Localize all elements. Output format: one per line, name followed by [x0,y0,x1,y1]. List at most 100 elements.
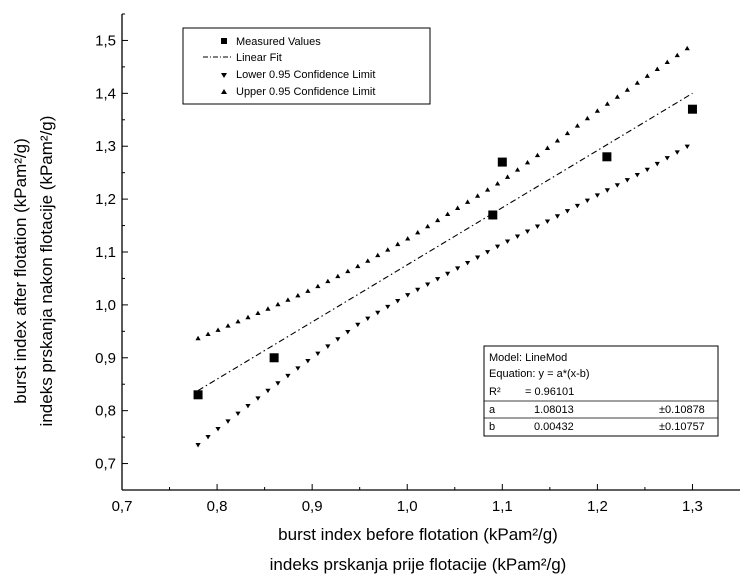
lower-confidence-marker [494,244,501,250]
upper-confidence-marker [295,292,301,298]
lower-confidence-marker [614,183,620,188]
stats-param-b-value: 0.00432 [534,421,574,433]
lower-confidence-marker [474,255,481,260]
stats-param-b-name: b [489,421,495,433]
x-axis-title-english: burst index before flotation (kPam²/g) [278,525,558,544]
upper-confidence-marker [425,223,431,229]
upper-confidence-marker [205,331,211,337]
lower-confidence-marker [544,219,551,224]
lower-confidence-marker [534,224,541,229]
x-tick-label-3: 1,0 [397,498,418,515]
measured-point-5 [687,104,697,114]
upper-confidence-marker [465,199,471,204]
upper-confidence-marker [445,211,451,217]
legend-swatch-measured [221,38,227,44]
y-tick-label-0: 0,7 [95,456,116,473]
stats-param-a-name: a [489,404,496,416]
upper-confidence-marker [554,138,561,143]
upper-confidence-marker [395,241,401,247]
lower-confidence-marker [664,156,670,161]
lower-confidence-marker [235,411,241,417]
upper-confidence-marker [594,108,600,113]
legend-swatch-lower-confidence [221,73,227,78]
stats-r2-label: R² [489,386,501,398]
upper-confidence-marker [614,94,620,99]
lower-confidence-marker [514,234,521,239]
stats-box-frame [483,345,719,437]
stats-param-b-error: ±0.10757 [659,421,705,433]
lower-confidence-marker [315,351,321,357]
stats-model: Model: LineMod [489,352,567,364]
lower-confidence-marker [305,358,311,364]
upper-confidence-marker [674,52,680,58]
stats-param-a-error: ±0.10878 [659,404,705,416]
upper-confidence-marker [285,297,291,302]
lower-confidence-marker [674,150,680,155]
upper-confidence-marker [275,301,281,307]
stats-box: Model: LineMod Equation: y = a*(x-b) R² … [483,345,719,437]
upper-confidence-marker [564,130,571,136]
y-axis-title-croatian: indeks prskanja nakon flotacije (kPam²/g… [37,116,56,427]
lower-confidence-marker [355,322,361,328]
y-tick-label-2: 0,9 [95,350,116,367]
stats-param-a-value: 1.08013 [534,404,574,416]
measured-point-0 [193,390,203,400]
y-tick-label-5: 1,2 [95,191,116,208]
lower-confidence-marker [484,250,491,255]
legend-swatch-upper-confidence [221,89,227,94]
lower-confidence-marker [415,287,421,293]
upper-confidence-marker [654,66,660,71]
upper-confidence-marker [684,45,690,51]
lower-confidence-marker [435,277,441,282]
upper-confidence-marker [514,167,521,172]
upper-confidence-marker [225,323,231,328]
legend: Measured Values Linear Fit Lower 0.95 Co… [182,27,431,105]
lower-confidence-marker [255,396,261,401]
upper-confidence-marker [504,174,511,179]
upper-confidence-marker [215,327,221,332]
x-tick-label-6: 1,3 [682,498,703,515]
x-tick-label-1: 0,8 [207,498,228,515]
upper-confidence-marker [644,73,650,78]
measured-point-4 [602,152,612,162]
upper-confidence-marker [494,181,501,186]
lower-confidence-marker [335,337,341,342]
legend-label-upper-confidence: Upper 0.95 Confidence Limit [236,86,375,98]
lower-confidence-marker [584,198,591,204]
lower-confidence-marker [225,419,231,424]
x-tick-label-4: 1,1 [492,498,513,515]
upper-confidence-marker [524,159,531,165]
lower-confidence-marker [684,144,690,150]
lower-confidence-marker [325,344,331,349]
lower-confidence-marker [245,403,251,409]
lower-confidence-marker [644,167,650,173]
measured-point-2 [488,210,498,220]
upper-confidence-marker [664,59,670,65]
lower-confidence-marker [554,214,561,219]
upper-confidence-marker [435,217,441,223]
series-layer [193,45,697,448]
upper-confidence-marker [534,152,541,158]
lower-confidence-marker [524,229,531,234]
axes: 0,7 0,8 0,9 1,0 1,1 1,2 1,3 0,7 0,8 0,9 1,0 1,1 1,2 1… [95,13,740,515]
lower-confidence-marker [654,161,660,167]
stats-r2-value: = 0.96101 [525,386,574,398]
upper-confidence-marker [235,319,241,324]
lower-confidence-marker [215,426,221,432]
legend-label-measured: Measured Values [236,36,321,48]
upper-confidence-marker [365,258,371,263]
linear-fit-line [197,92,693,392]
legend-label-lower-confidence: Lower 0.95 Confidence Limit [236,69,375,81]
y-tick-label-8: 1,5 [95,32,116,49]
upper-confidence-marker [604,101,610,106]
y-axis-title-english: burst index after flotation (kPam²/g) [11,138,30,404]
lower-confidence-marker [295,366,301,371]
measured-point-3 [497,157,507,167]
lower-confidence-marker [594,193,600,198]
upper-confidence-marker [325,278,331,284]
y-tick-label-3: 1,0 [95,297,116,314]
x-tick-label-0: 0,7 [112,498,133,515]
lower-confidence-marker [195,443,201,448]
upper-confidence-marker [624,87,630,92]
